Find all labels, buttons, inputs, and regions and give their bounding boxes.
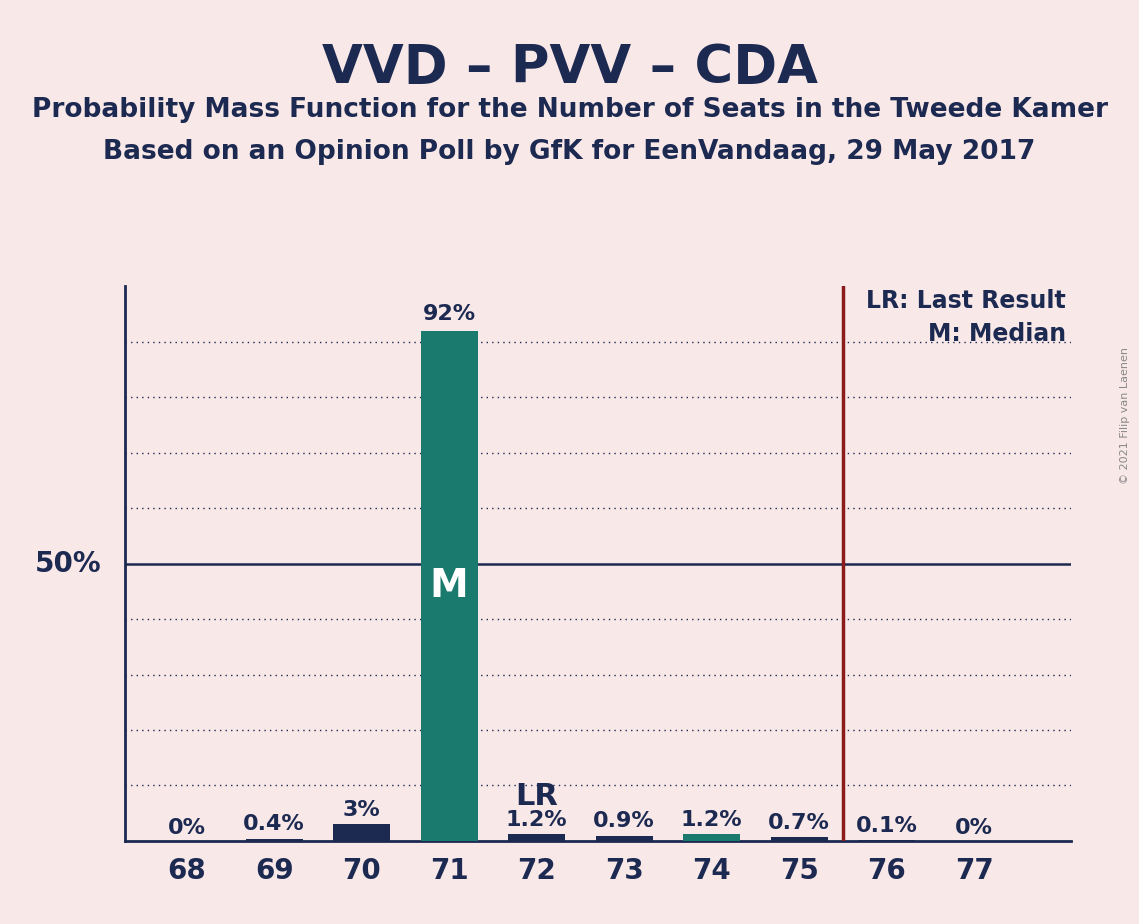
Text: Based on an Opinion Poll by GfK for EenVandaag, 29 May 2017: Based on an Opinion Poll by GfK for EenV… (104, 139, 1035, 164)
Bar (508, 834, 565, 841)
Bar (420, 331, 477, 841)
Text: 3%: 3% (343, 800, 380, 820)
Text: © 2021 Filip van Laenen: © 2021 Filip van Laenen (1121, 347, 1130, 484)
Text: Probability Mass Function for the Number of Seats in the Tweede Kamer: Probability Mass Function for the Number… (32, 97, 1107, 123)
Text: VVD – PVV – CDA: VVD – PVV – CDA (321, 42, 818, 93)
Text: 0%: 0% (167, 818, 205, 838)
Bar (596, 836, 653, 841)
Text: 1.2%: 1.2% (506, 809, 567, 830)
Text: 1.2%: 1.2% (681, 809, 743, 830)
Text: 0.9%: 0.9% (593, 811, 655, 832)
Text: 0.7%: 0.7% (769, 812, 830, 833)
Text: 0.1%: 0.1% (855, 816, 918, 836)
Text: LR: Last Result: LR: Last Result (866, 289, 1066, 313)
Text: M: Median: M: Median (928, 322, 1066, 346)
Bar (334, 824, 390, 841)
Text: LR: LR (515, 782, 558, 811)
Text: 0.4%: 0.4% (244, 814, 305, 834)
Text: 50%: 50% (35, 550, 101, 578)
Bar (683, 834, 740, 841)
Bar (246, 839, 303, 841)
Text: M: M (429, 566, 468, 605)
Text: 92%: 92% (423, 304, 476, 324)
Bar (771, 837, 828, 841)
Text: 0%: 0% (956, 818, 993, 838)
